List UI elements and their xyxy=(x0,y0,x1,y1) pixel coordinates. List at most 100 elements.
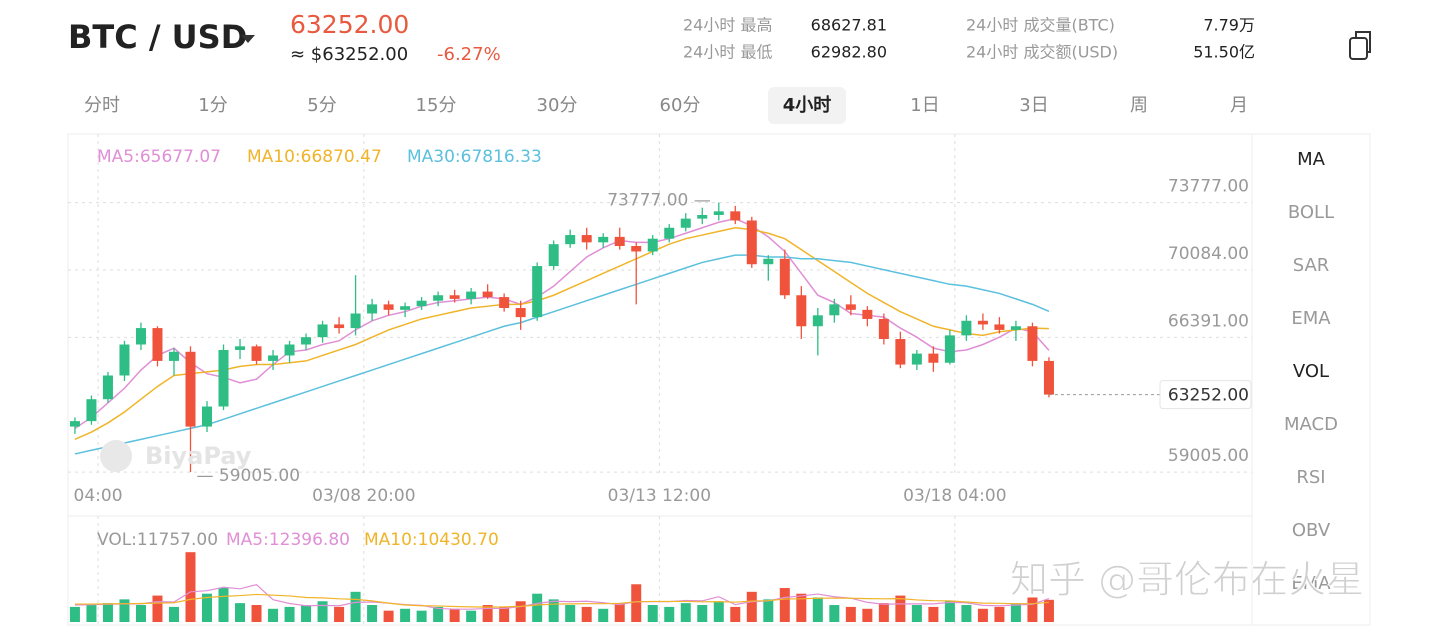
timeframe-tab[interactable]: 1分 xyxy=(198,95,227,116)
copy-icon[interactable] xyxy=(1349,31,1371,60)
indicator-tab[interactable]: OBV xyxy=(1292,520,1331,541)
candle-body xyxy=(235,346,246,350)
candle-body xyxy=(102,375,113,400)
last-price-label: 63252.00 xyxy=(1168,386,1249,406)
candle-body xyxy=(746,220,757,265)
y-tick-label: 59005.00 xyxy=(1168,446,1249,466)
timeframe-tab[interactable]: 分时 xyxy=(84,95,120,116)
indicator-tab[interactable]: RSI xyxy=(1296,467,1325,488)
timeframe-tab[interactable]: 30分 xyxy=(537,95,578,116)
volume-bar xyxy=(334,606,345,622)
candle-body xyxy=(812,315,823,327)
pair[interactable]: BTC / USD xyxy=(68,18,247,56)
ma-line xyxy=(74,254,1050,455)
candle-body xyxy=(862,309,873,319)
candle-body xyxy=(202,406,213,427)
volume-bar xyxy=(680,603,691,622)
volume-bar xyxy=(878,603,889,622)
candle-body xyxy=(845,304,856,310)
candle-body xyxy=(218,349,229,407)
timeframe-tab[interactable]: 周 xyxy=(1130,95,1148,116)
volume-bar xyxy=(416,610,427,622)
volume-bar xyxy=(86,605,97,622)
timeframe-tab[interactable]: 4小时 xyxy=(783,95,832,116)
candle-body xyxy=(565,235,576,245)
candle-body xyxy=(928,353,939,363)
candle-body xyxy=(763,258,774,265)
candle-body xyxy=(69,421,80,427)
indicator-tab[interactable]: BOLL xyxy=(1288,202,1334,223)
candle-body xyxy=(878,318,889,340)
volume-bar xyxy=(664,606,675,622)
ma-label: MA30:67816.33 xyxy=(407,147,542,167)
volume-bar xyxy=(796,593,807,622)
candle-body xyxy=(367,304,378,314)
x-tick-label: 03/08 20:00 xyxy=(312,486,415,506)
timeframe-tab[interactable]: 3日 xyxy=(1019,95,1048,116)
volume-bar xyxy=(499,606,510,622)
volume-bar xyxy=(614,603,625,622)
timeframe-tab[interactable]: 5分 xyxy=(307,95,336,116)
candle-body xyxy=(317,324,328,338)
candle-body xyxy=(119,344,130,376)
candle-body xyxy=(829,304,840,316)
volume-bar xyxy=(1010,603,1021,622)
candle-body xyxy=(895,339,906,365)
dropdown-arrow[interactable] xyxy=(241,35,255,43)
volume-bar xyxy=(532,593,543,622)
x-tick-label: 04:00 xyxy=(74,486,123,506)
candle-body xyxy=(977,320,988,325)
volume-label: VOL:11757.00 xyxy=(97,530,218,550)
candle-body xyxy=(466,291,477,299)
volume-bar xyxy=(994,606,1005,622)
indicator-tab[interactable]: VOL xyxy=(1293,361,1329,382)
timeframes: 分时 1分 5分 15分 30分 60分 4小时 1日 3日 周 月 xyxy=(84,87,1248,124)
stat-value: 68627.81 xyxy=(811,16,887,35)
volume-bar xyxy=(515,601,526,622)
volume-bar xyxy=(400,608,411,622)
indicator-tab[interactable]: SAR xyxy=(1293,255,1330,276)
volume-bar xyxy=(763,599,774,622)
timeframe-tab[interactable]: 月 xyxy=(1230,95,1248,116)
volume-bar xyxy=(482,605,493,622)
volume-bar xyxy=(1043,599,1054,622)
ma-label: MA10:66870.47 xyxy=(247,147,382,167)
candle-body xyxy=(499,297,510,309)
volume-bar xyxy=(730,606,741,622)
volume-bar xyxy=(895,595,906,622)
timeframe-tab[interactable]: 15分 xyxy=(416,95,457,116)
indicator-tab[interactable]: MA xyxy=(1297,149,1326,170)
volume-ma-label: MA10:10430.70 xyxy=(364,530,499,550)
candle-body xyxy=(1043,360,1054,395)
volume-bar xyxy=(102,603,113,622)
volume-ma-label: MA5:12396.80 xyxy=(226,530,350,550)
candle-body xyxy=(961,320,972,336)
timeframe-tab[interactable]: 1日 xyxy=(910,95,939,116)
indicator-tab[interactable]: EMA xyxy=(1291,308,1331,329)
volume-bar xyxy=(284,606,295,622)
volume-bar xyxy=(168,606,179,622)
candle-body xyxy=(515,308,526,318)
volume-bar xyxy=(565,605,576,622)
indicators: MA BOLL SAR EMA VOL MACD RSI OBV EMA xyxy=(1284,149,1338,594)
candle-body xyxy=(416,300,427,307)
volume-bar xyxy=(350,591,361,622)
timeframe-tab[interactable]: 60分 xyxy=(660,95,701,116)
candle-body xyxy=(400,306,411,310)
indicator-tab[interactable]: MACD xyxy=(1284,414,1338,435)
volume-bar xyxy=(911,605,922,622)
candle-body xyxy=(449,295,460,299)
volume-bar xyxy=(779,588,790,622)
indicator-tab[interactable]: EMA xyxy=(1291,573,1331,594)
volume-bar xyxy=(152,595,163,622)
candle-body xyxy=(1027,326,1038,361)
candle-body xyxy=(268,355,279,361)
volume-bar xyxy=(961,605,972,622)
low-marker: — 59005.00 xyxy=(196,466,300,486)
volume-bar xyxy=(69,606,80,622)
candle-body xyxy=(680,218,691,228)
x-tick-label: 03/13 12:00 xyxy=(608,486,711,506)
volume-bar xyxy=(317,601,328,622)
